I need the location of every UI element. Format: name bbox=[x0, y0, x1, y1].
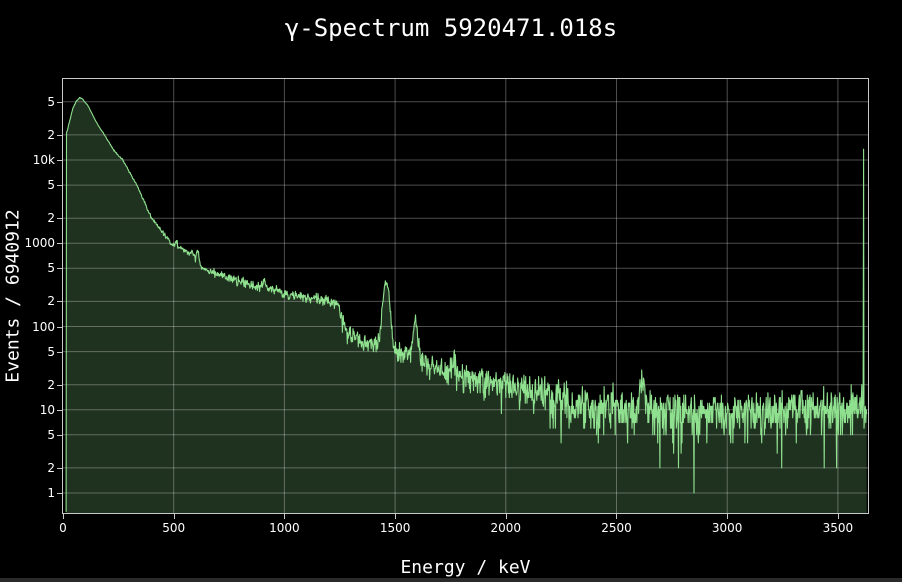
window-bottom-edge bbox=[0, 578, 902, 582]
x-tick-mark bbox=[395, 514, 396, 519]
y-tick-label: 5 bbox=[47, 94, 55, 109]
y-tick-label: 5 bbox=[47, 178, 55, 193]
x-tick-mark bbox=[616, 514, 617, 519]
spectrum-line bbox=[65, 96, 868, 513]
x-tick-mark bbox=[506, 514, 507, 519]
spectrum-area-fill bbox=[66, 97, 867, 513]
x-tick-label: 2500 bbox=[601, 521, 632, 535]
x-tick-label: 0 bbox=[59, 521, 67, 535]
x-axis-label: Energy / keV bbox=[400, 557, 531, 578]
y-axis-label: Events / 6940912 bbox=[2, 209, 24, 383]
x-tick-mark bbox=[838, 514, 839, 519]
x-tick-mark bbox=[174, 514, 175, 519]
y-tick-label: 10k bbox=[32, 153, 55, 167]
x-tick-label: 3500 bbox=[822, 521, 854, 535]
y-tick-label: 5 bbox=[47, 427, 55, 442]
chart-title: γ-Spectrum 5920471.018s bbox=[284, 14, 618, 42]
x-tick-label: 2000 bbox=[490, 521, 522, 535]
y-tick-label: 2 bbox=[47, 460, 55, 475]
x-tick-label: 3000 bbox=[711, 521, 743, 535]
y-tick-label: 10 bbox=[39, 402, 55, 417]
x-tick-label: 1500 bbox=[379, 521, 411, 535]
plot-canvas bbox=[62, 78, 869, 514]
x-tick-mark bbox=[63, 514, 64, 519]
y-tick-label: 1 bbox=[47, 485, 55, 500]
x-tick-label: 1000 bbox=[269, 521, 300, 535]
y-tick-label: 2 bbox=[47, 127, 55, 142]
x-tick-mark bbox=[727, 514, 728, 519]
x-tick-label: 500 bbox=[162, 521, 186, 535]
spectrum-svg bbox=[63, 79, 868, 513]
x-tick-mark bbox=[284, 514, 285, 519]
